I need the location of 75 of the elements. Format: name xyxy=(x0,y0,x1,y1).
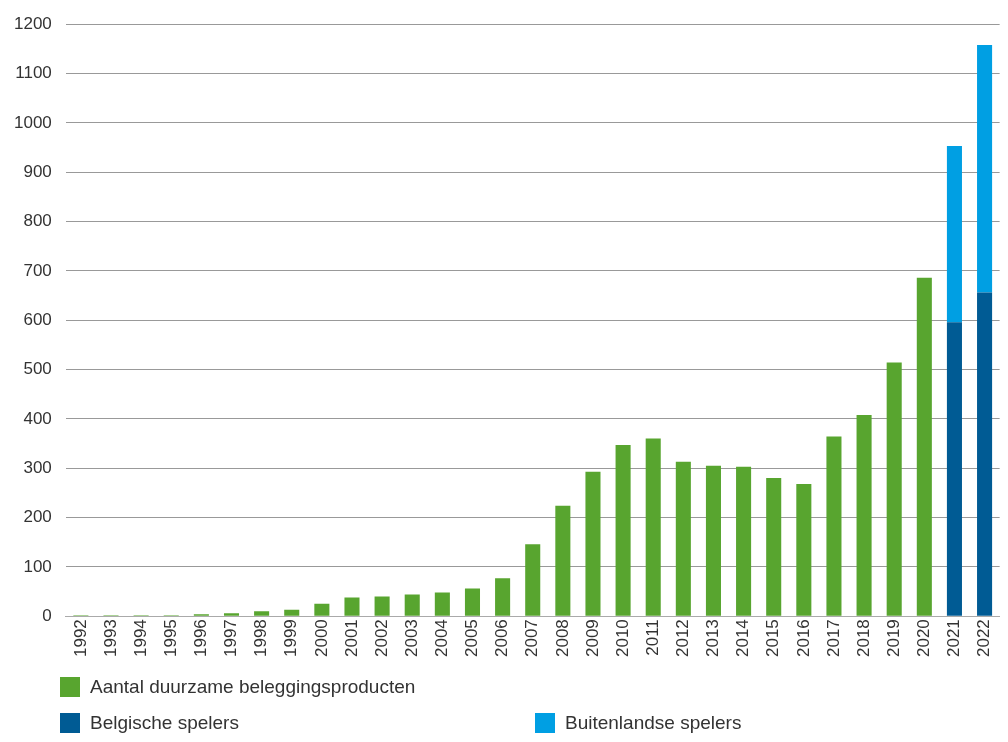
y-tick-label: 200 xyxy=(23,507,52,527)
bar xyxy=(314,603,330,616)
x-tick-label: 2022 xyxy=(974,619,994,658)
x-tick-label: 2006 xyxy=(492,619,512,658)
bar xyxy=(886,362,902,616)
x-tick-label: 2001 xyxy=(341,619,361,658)
bar xyxy=(916,277,932,616)
x-tick-label: 2013 xyxy=(703,619,723,658)
x-tick-label: 2004 xyxy=(432,619,452,658)
bar xyxy=(675,461,691,616)
bar xyxy=(223,613,240,616)
bar xyxy=(344,597,360,616)
x-tick-label: 1996 xyxy=(191,619,211,658)
bar xyxy=(434,592,450,616)
legend-label: Buitenlandse spelers xyxy=(565,712,742,734)
x-tick-label: 2005 xyxy=(462,619,482,658)
x-tick-label: 1999 xyxy=(281,619,301,658)
bar xyxy=(766,478,782,616)
bar xyxy=(705,465,721,616)
bar xyxy=(254,611,270,616)
bar xyxy=(555,505,571,616)
y-tick-label: 0 xyxy=(42,605,52,625)
x-tick-label: 1994 xyxy=(130,619,150,658)
x-tick-label: 2002 xyxy=(371,619,391,658)
x-tick-label: 2010 xyxy=(612,619,632,658)
bar xyxy=(645,438,661,616)
y-tick-label: 700 xyxy=(23,260,52,280)
y-tick-label: 1200 xyxy=(13,13,52,33)
x-tick-label: 2003 xyxy=(401,619,421,658)
x-tick-label: 2000 xyxy=(311,619,331,658)
x-tick-label: 1997 xyxy=(221,619,241,658)
y-tick-label: 100 xyxy=(23,556,52,576)
bar xyxy=(464,588,481,616)
bar xyxy=(826,436,842,616)
x-tick-label: 2018 xyxy=(853,619,873,658)
x-tick-label: 1993 xyxy=(100,619,120,658)
bar xyxy=(495,578,511,616)
y-tick-label: 500 xyxy=(23,359,52,379)
x-tick-label: 2015 xyxy=(763,619,783,658)
x-tick-label: 2017 xyxy=(823,619,843,658)
x-tick-label: 2008 xyxy=(552,619,572,658)
bar xyxy=(977,292,993,616)
y-tick-label: 400 xyxy=(23,408,52,428)
x-tick-label: 1995 xyxy=(160,619,180,658)
bar xyxy=(736,466,752,616)
bar xyxy=(284,609,300,616)
x-tick-label: 2007 xyxy=(522,619,542,658)
y-tick-label: 600 xyxy=(23,309,52,329)
y-tick-label: 800 xyxy=(23,211,52,231)
y-tick-label: 900 xyxy=(23,161,52,181)
x-tick-label: 1998 xyxy=(251,619,271,658)
x-tick-label: 2019 xyxy=(883,619,903,658)
bar xyxy=(946,322,962,616)
bar xyxy=(404,594,420,616)
x-tick-label: 1992 xyxy=(70,619,90,658)
bar xyxy=(525,544,541,616)
legend-label: Belgische spelers xyxy=(90,712,239,734)
y-tick-label: 1100 xyxy=(15,63,52,83)
x-tick-label: 2014 xyxy=(733,619,753,658)
bar xyxy=(977,44,993,293)
bar xyxy=(374,596,390,616)
x-tick-label: 2016 xyxy=(793,619,813,658)
x-tick-label: 2012 xyxy=(673,619,693,658)
legend-label: Aantal duurzame beleggingsproducten xyxy=(90,676,416,698)
x-tick-label: 2020 xyxy=(914,619,934,658)
bar xyxy=(946,146,962,323)
y-tick-label: 1000 xyxy=(13,112,52,132)
bar xyxy=(615,445,631,616)
bar xyxy=(856,414,872,616)
x-tick-label: 2011 xyxy=(642,619,662,656)
x-tick-label: 2021 xyxy=(944,619,964,658)
y-tick-label: 300 xyxy=(23,457,52,477)
x-tick-label: 2009 xyxy=(582,619,602,658)
bar xyxy=(585,471,601,616)
bar xyxy=(796,483,812,616)
